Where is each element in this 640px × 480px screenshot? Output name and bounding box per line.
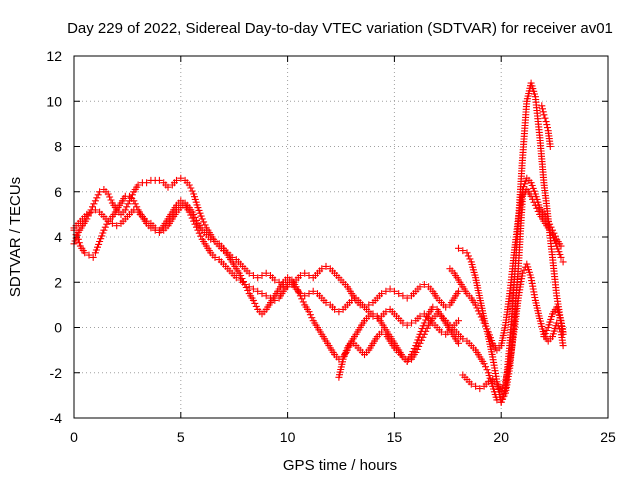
y-tick-label: 8 xyxy=(54,139,62,155)
y-tick-label: 10 xyxy=(46,93,62,109)
plot-frame xyxy=(73,55,609,419)
scatter-markers xyxy=(70,199,462,338)
series-trace-B xyxy=(70,174,462,311)
axis-ticks: 0 5 10 15 20 25 -4 -2 0 2 4 6 8 10 12 xyxy=(46,48,616,445)
x-tick-label: 5 xyxy=(177,429,185,445)
scatter-markers xyxy=(459,260,567,395)
y-tick-label: 2 xyxy=(54,274,62,290)
y-tick-label: 4 xyxy=(54,229,62,245)
y-tick-label: 0 xyxy=(54,320,62,336)
series-trace-C xyxy=(70,199,462,338)
x-tick-label: 20 xyxy=(493,429,509,445)
y-axis-label: SDTVAR / TECUs xyxy=(7,177,24,297)
data-series xyxy=(70,79,567,406)
scatter-markers xyxy=(538,102,554,150)
series-trace-I xyxy=(540,303,567,341)
scatter-markers xyxy=(70,192,462,365)
x-axis-label: GPS time / hours xyxy=(283,457,397,474)
x-tick-label: 15 xyxy=(387,429,403,445)
series-trace-G xyxy=(446,174,565,354)
chart-title: Day 229 of 2022, Sidereal Day-to-day VTE… xyxy=(67,20,613,37)
x-tick-label: 25 xyxy=(600,429,616,445)
y-tick-label: -4 xyxy=(50,410,63,426)
y-tick-label: -2 xyxy=(50,365,63,381)
scatter-markers xyxy=(70,174,462,311)
series-trace-A xyxy=(70,192,462,365)
scatter-markers xyxy=(446,174,565,354)
y-tick-label: 12 xyxy=(46,48,62,64)
series-trace-F xyxy=(459,260,567,395)
x-tick-label: 10 xyxy=(280,429,296,445)
y-tick-label: 6 xyxy=(54,184,62,200)
x-tick-label: 0 xyxy=(70,429,78,445)
scatter-markers xyxy=(540,303,567,341)
series-trace-H xyxy=(538,102,554,150)
